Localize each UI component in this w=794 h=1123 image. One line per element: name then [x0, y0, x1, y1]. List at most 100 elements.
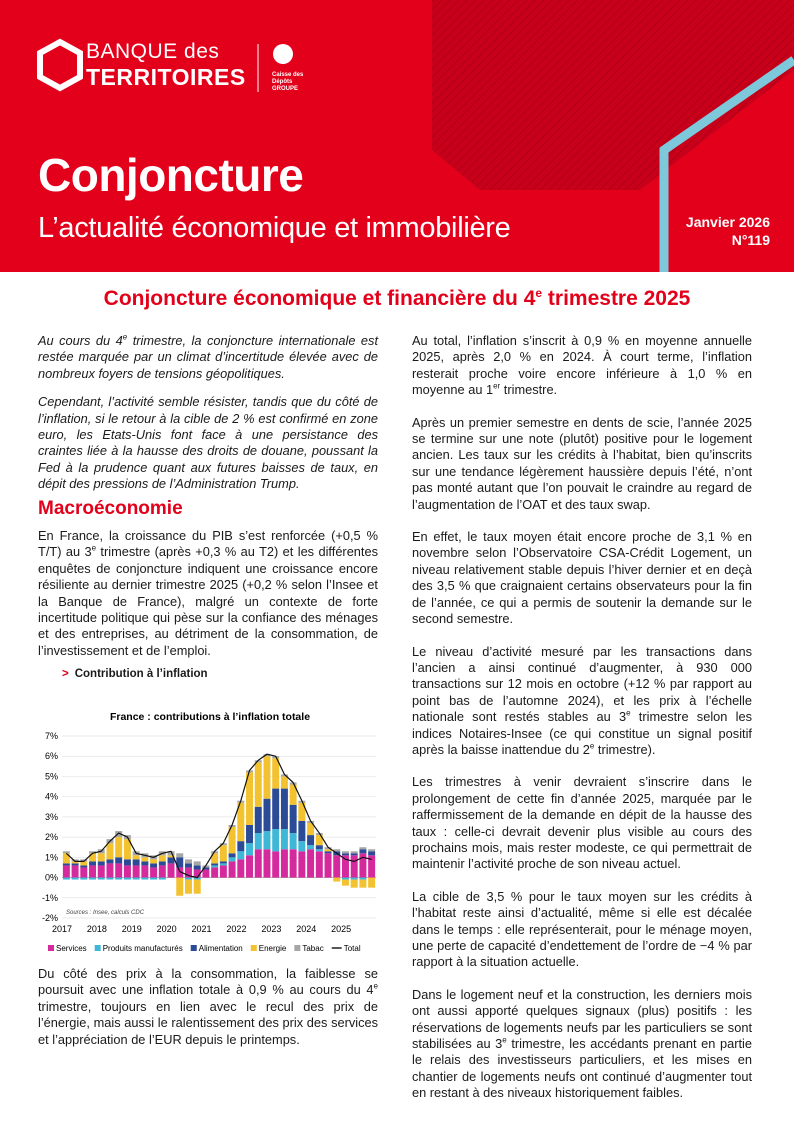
bar-segment — [228, 827, 236, 854]
paragraph: Après un premier semestre en dents de sc… — [412, 415, 752, 513]
figure-caption: > Contribution à l’inflation — [62, 668, 208, 680]
paragraph: La cible de 3,5 % pour le taux moyen sur… — [412, 889, 752, 971]
bar-segment — [141, 877, 149, 880]
bar-segment — [359, 853, 367, 878]
logo-hexagon — [37, 38, 83, 92]
bar-segment — [263, 798, 271, 832]
bar-segment — [184, 867, 192, 878]
bar-segment — [350, 879, 358, 888]
bar-segment — [202, 867, 210, 870]
superscript: e — [122, 332, 128, 342]
bar-segment — [228, 853, 236, 858]
bar-segment — [150, 859, 158, 864]
bar-segment — [341, 877, 349, 880]
bar-segment — [219, 845, 227, 862]
text-run: La cible de 3,5 % pour le taux moyen sur… — [412, 888, 752, 970]
text-run: Du côté des prix à la consommation, la f… — [38, 966, 378, 998]
bar-segment — [272, 851, 280, 878]
bar-segment — [298, 841, 306, 852]
bar-segment — [150, 867, 158, 878]
bar-segment — [368, 851, 376, 856]
bar-segment — [333, 849, 341, 852]
chart-source: Sources : Insee, calculs CDC — [66, 910, 145, 916]
bar-segment — [176, 853, 184, 858]
publication-title: Conjoncture — [38, 149, 304, 201]
bar-segment — [298, 851, 306, 878]
bar-segment — [237, 802, 245, 842]
bar-segment — [211, 865, 219, 868]
bar-segment — [115, 831, 123, 838]
bar-segment — [246, 824, 254, 844]
bar-segment — [211, 867, 219, 878]
bar-segment — [350, 855, 358, 878]
text-run: trimestre selon les indices Notaires-Ins… — [412, 709, 752, 757]
paragraph: Le niveau d’activité mesuré par les tran… — [412, 644, 752, 759]
x-tick-label: 2020 — [157, 924, 177, 934]
bar-segment — [115, 863, 123, 878]
bar-segment — [184, 877, 192, 880]
bar-segment — [333, 855, 341, 878]
bar-segment — [289, 833, 297, 850]
total-line — [65, 753, 372, 879]
bar-segment — [298, 820, 306, 842]
bar-segment — [193, 879, 201, 894]
superscript: e — [502, 1035, 507, 1045]
x-tick-label: 2017 — [52, 924, 72, 934]
bar-segment — [237, 859, 245, 878]
text-run: Le niveau d’activité mesuré par les tran… — [412, 643, 752, 725]
bar-segment — [80, 859, 88, 862]
y-tick-label: 0% — [45, 873, 58, 883]
bar-segment — [97, 861, 105, 866]
bar-segment — [80, 867, 88, 878]
bar-segment — [193, 861, 201, 866]
bar-segment — [254, 762, 262, 807]
text-run: Dans le logement neuf et la construction… — [412, 986, 752, 1052]
text-run: Les trimestres à venir devraient s’inscr… — [412, 774, 752, 872]
bar-segment — [289, 804, 297, 834]
bar-segment — [280, 829, 288, 850]
bar-segment — [71, 859, 79, 862]
bar-segment — [167, 857, 175, 864]
bar-segment — [272, 758, 280, 789]
y-tick-label: 7% — [45, 731, 58, 741]
bar-segment — [237, 851, 245, 860]
y-tick-label: 3% — [45, 812, 58, 822]
y-tick-label: 6% — [45, 751, 58, 761]
x-tick-label: 2025 — [331, 924, 351, 934]
text-run: trimestre (après +0,3 % au T2) et les di… — [38, 544, 378, 658]
brand-line: TERRITOIRES — [86, 64, 246, 90]
bar-segment — [359, 877, 367, 880]
bar-segment — [298, 802, 306, 821]
text-run: trimestre, la conjoncture internationale… — [38, 333, 378, 381]
bar-segment — [62, 853, 70, 864]
bar-segment — [368, 849, 376, 852]
bar-segment — [341, 853, 349, 856]
bar-segment — [89, 861, 97, 866]
paragraph: Dans le logement neuf et la construction… — [412, 987, 752, 1102]
bar-segment — [341, 855, 349, 878]
bar-segment — [150, 863, 158, 868]
bar-segment — [141, 861, 149, 866]
legend-key — [94, 945, 101, 951]
bar-segment — [115, 857, 123, 864]
x-tick-label: 2024 — [296, 924, 316, 934]
bar-segment — [80, 861, 88, 866]
bar-segment — [280, 849, 288, 878]
closing: Du côté des prix à la consommation, la f… — [38, 966, 378, 1064]
bar-segment — [324, 851, 332, 854]
text-run: trimestre, toujours en lien avec le recu… — [38, 998, 378, 1047]
bar-segment — [141, 865, 149, 878]
bar-segment — [176, 867, 184, 878]
bar-segment — [307, 849, 315, 878]
bar-segment — [184, 879, 192, 894]
bar-segment — [193, 869, 201, 878]
y-tick-label: -1% — [42, 893, 58, 903]
paragraph: En France, la croissance du PIB s’est re… — [38, 528, 378, 659]
x-tick-label: 2023 — [261, 924, 281, 934]
legend-label: Alimentation — [199, 944, 243, 953]
bar-segment — [263, 849, 271, 878]
bar-segment — [211, 853, 219, 864]
section-body: En France, la croissance du PIB s’est re… — [38, 528, 378, 675]
bar-segment — [254, 806, 262, 834]
bar-segment — [315, 845, 323, 850]
